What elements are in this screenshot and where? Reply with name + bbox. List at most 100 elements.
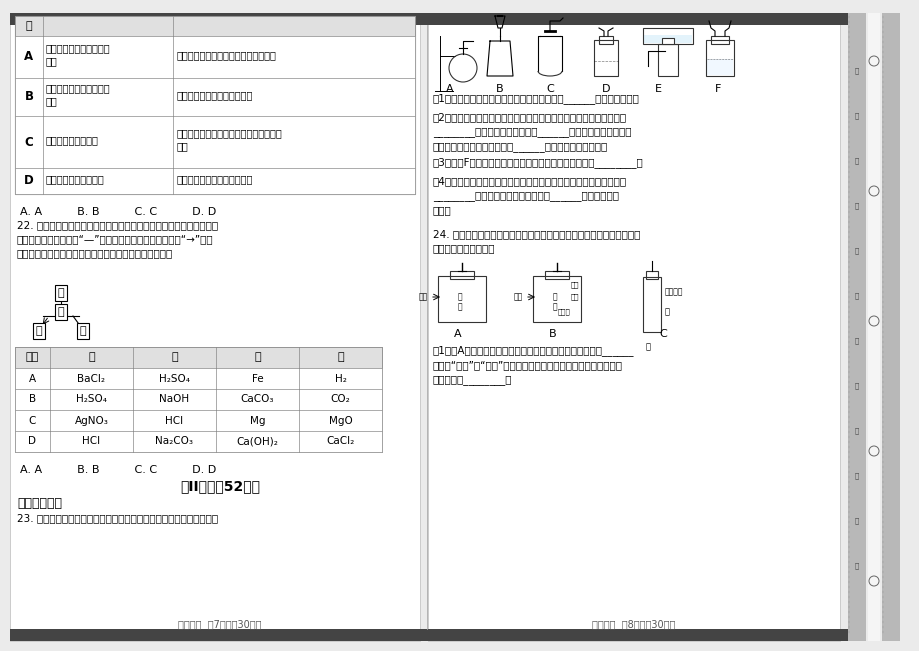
- Text: C: C: [546, 84, 553, 94]
- Text: 分别取样，进行灼烧，闻气味: 分别取样，进行灼烧，闻气味: [176, 174, 253, 184]
- Text: B: B: [28, 395, 36, 404]
- Text: 化学试题  第8页（內30页）: 化学试题 第8页（內30页）: [592, 619, 675, 629]
- Text: C: C: [658, 329, 666, 339]
- Text: A: A: [25, 51, 33, 64]
- Text: Mg: Mg: [249, 415, 265, 426]
- Text: 氧气: 氧气: [513, 292, 522, 301]
- Text: 丙: 丙: [36, 326, 42, 336]
- Text: B: B: [495, 84, 504, 94]
- Text: 木
炭: 木 炭: [457, 292, 462, 312]
- Text: D: D: [24, 174, 34, 187]
- Text: 处: 处: [854, 202, 858, 210]
- Text: C: C: [25, 135, 33, 148]
- Text: D: D: [28, 437, 37, 447]
- Text: 三、非选择题: 三、非选择题: [17, 497, 62, 510]
- Bar: [710, 36, 728, 44]
- Text: 甲: 甲: [58, 288, 64, 298]
- Text: 答: 答: [854, 518, 858, 524]
- Text: A. A          B. B          C. C          D. D: A. A B. B C. C D. D: [20, 465, 216, 475]
- Bar: [437, 276, 485, 322]
- Text: 取样，加入这量确酸钓溶液，观察现象: 取样，加入这量确酸钓溶液，观察现象: [176, 50, 277, 60]
- Text: 二氧化碳: 二氧化碳: [664, 288, 683, 296]
- Text: NaOH: NaOH: [159, 395, 189, 404]
- Text: 内: 内: [854, 383, 858, 389]
- Bar: [15, 168, 414, 194]
- Text: 田: 田: [854, 68, 858, 74]
- Text: B: B: [25, 90, 33, 104]
- Text: A: A: [454, 329, 461, 339]
- Text: D: D: [601, 84, 609, 94]
- Text: 乙: 乙: [171, 352, 177, 363]
- Text: 乙: 乙: [58, 307, 64, 317]
- Text: 项: 项: [26, 21, 32, 31]
- Text: C: C: [28, 415, 36, 426]
- Bar: [594, 40, 618, 76]
- Text: （3）使用F装置检验二氧化碳时，装置中应盛有的液体是________。: （3）使用F装置检验二氧化碳时，装置中应盛有的液体是________。: [433, 157, 643, 168]
- Bar: [867, 13, 879, 641]
- Text: （4）实验室用过氧化氢溶液与二氧化锡制取氧气，二氧化锡的作用是
________，能用于收集氧气的装置有______（选填装置序
号）。: （4）实验室用过氧化氢溶液与二氧化锡制取氧气，二氧化锡的作用是 ________…: [433, 176, 627, 215]
- Bar: [15, 16, 414, 194]
- Text: CaCO₃: CaCO₃: [241, 395, 274, 404]
- Bar: [15, 347, 381, 368]
- Text: B: B: [549, 329, 556, 339]
- Text: 22. 下图所示为甲、乙、丙、丁四种物质间的相互关系，涉及的反应均
为初中化学常见反应（“—”表示相连的两种物质能反应，“→”表示
通过一步反应能实现转化），下: 22. 下图所示为甲、乙、丙、丁四种物质间的相互关系，涉及的反应均 为初中化学常…: [17, 220, 218, 258]
- Text: Na₂CO₃: Na₂CO₃: [155, 437, 193, 447]
- Text: 线: 线: [854, 338, 858, 344]
- Bar: [15, 78, 414, 116]
- Bar: [643, 35, 691, 43]
- Text: 加入过量的氧化铜粉末，过滤: 加入过量的氧化铜粉末，过滤: [176, 90, 253, 100]
- Bar: [544, 271, 568, 279]
- Text: 鉴别稀盐酸和稀确酸: 鉴别稀盐酸和稀确酸: [46, 135, 98, 145]
- Text: 答: 答: [854, 113, 858, 119]
- Text: （2）实验室中用石灿石和稀盐酸制取二氧化碳，反应的化学方程式为
________，应选用的发生装置是______（选填装置序号）。实
验时稀盐酸应从所选装置中的: （2）实验室中用石灿石和稀盐酸制取二氧化碳，反应的化学方程式为 ________…: [433, 112, 630, 152]
- Text: BaCl₂: BaCl₂: [77, 374, 106, 383]
- Text: H₂SO₄: H₂SO₄: [76, 395, 107, 404]
- Text: 题: 题: [854, 562, 858, 570]
- Text: 丁: 丁: [337, 352, 344, 363]
- Text: CaCl₂: CaCl₂: [326, 437, 354, 447]
- Text: HCl: HCl: [165, 415, 184, 426]
- Text: 第II卷（內52分）: 第II卷（內52分）: [180, 479, 260, 493]
- Text: 白磷: 白磷: [571, 294, 579, 300]
- Bar: [15, 36, 414, 78]
- Bar: [645, 271, 657, 279]
- Text: 订: 订: [854, 293, 858, 299]
- Text: A: A: [28, 374, 36, 383]
- Bar: [847, 13, 865, 641]
- Bar: [449, 271, 473, 279]
- Text: 装: 装: [854, 247, 858, 255]
- Text: 23. 实验室制取气体时需要的部分装置如下图所示，请回答下列问题。: 23. 实验室制取气体时需要的部分装置如下图所示，请回答下列问题。: [17, 513, 218, 523]
- Bar: [15, 347, 381, 452]
- Bar: [532, 276, 581, 322]
- Bar: [598, 36, 612, 44]
- Text: E: E: [653, 84, 661, 94]
- Bar: [15, 116, 414, 168]
- Text: 选项: 选项: [26, 352, 40, 363]
- Bar: [662, 38, 674, 44]
- Bar: [10, 13, 420, 641]
- Text: 不: 不: [854, 428, 858, 434]
- Text: 鉴别纯棉线和纯羊毛线: 鉴别纯棉线和纯羊毛线: [46, 174, 105, 184]
- Text: CO₂: CO₂: [330, 395, 350, 404]
- Text: A: A: [446, 84, 453, 94]
- Bar: [10, 629, 849, 641]
- Bar: [15, 368, 381, 389]
- Bar: [881, 13, 899, 641]
- Text: 甲: 甲: [664, 307, 669, 316]
- Text: 除去确酸铜溶液中的少量
确酸: 除去确酸铜溶液中的少量 确酸: [46, 83, 110, 107]
- Text: F: F: [714, 84, 720, 94]
- Text: 检验碳酸钓溶液中含有氯
化钓: 检验碳酸钓溶液中含有氯 化钓: [46, 44, 110, 66]
- Text: Ca(OH)₂: Ca(OH)₂: [236, 437, 278, 447]
- Text: Fe: Fe: [252, 374, 263, 383]
- Text: 分别取样，各加入这量氯化钗溶液，观察
现象: 分别取样，各加入这量氯化钗溶液，观察 现象: [176, 128, 282, 152]
- Bar: [642, 28, 692, 44]
- Text: （1）图A所示实验中，木炭在氧气中燃烧比在空气中燃烧更______
（选填“剧烈”或“缓慢”）。由该实验可以得出影响化学反应速率的
因素之一是________。: （1）图A所示实验中，木炭在氧气中燃烧比在空气中燃烧更______ （选填“剧烈…: [433, 345, 634, 385]
- Text: 化学试题  第7页（內30页）: 化学试题 第7页（內30页）: [178, 619, 262, 629]
- Bar: [15, 410, 381, 431]
- Text: 甲: 甲: [88, 352, 95, 363]
- Text: 空气: 空气: [418, 292, 427, 301]
- Bar: [15, 389, 381, 410]
- Text: 丙: 丙: [254, 352, 260, 363]
- Bar: [10, 13, 849, 25]
- Text: （1）制取气体时，按要求组装好他器后，应先______，再添加药品。: （1）制取气体时，按要求组装好他器后，应先______，再添加药品。: [433, 93, 640, 104]
